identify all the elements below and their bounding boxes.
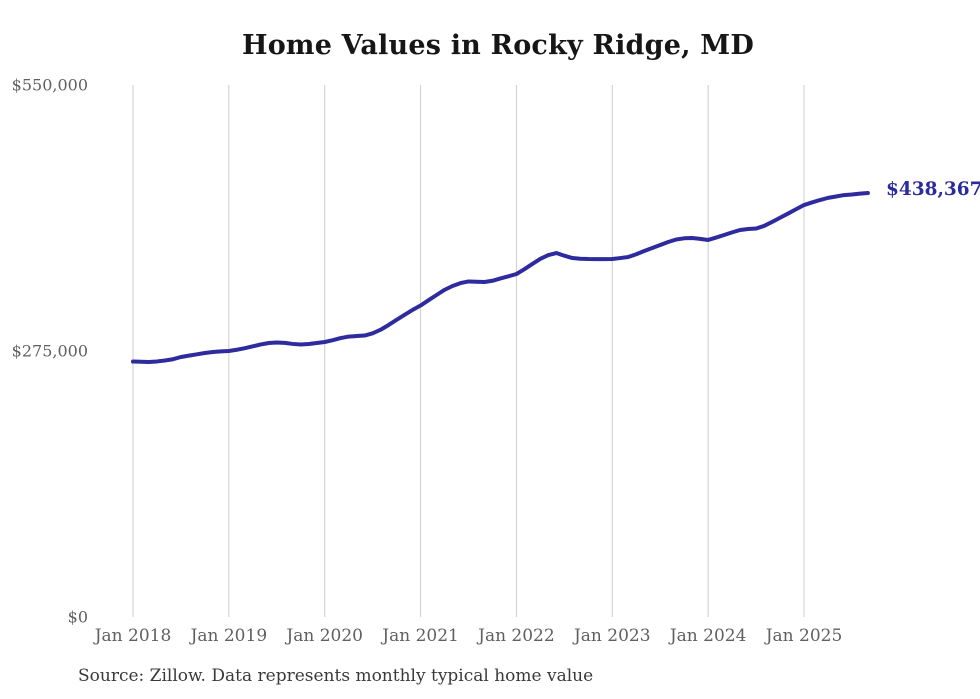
x-tick-label: Jan 2018: [93, 626, 172, 646]
y-tick-label: $275,000: [12, 342, 88, 361]
y-tick-label: $550,000: [12, 76, 88, 95]
x-tick-label: Jan 2024: [668, 626, 747, 646]
x-tick-label: Jan 2019: [189, 626, 268, 646]
x-tick-label: Jan 2023: [572, 626, 651, 646]
x-tick-label: Jan 2020: [284, 626, 363, 646]
latest-value-label: $438,367: [886, 179, 980, 200]
home-value-line: [131, 190, 870, 365]
y-tick-label: $0: [68, 608, 88, 627]
x-tick-label: Jan 2022: [476, 626, 555, 646]
source-note: Source: Zillow. Data represents monthly …: [78, 666, 594, 686]
chart-title: Home Values in Rocky Ridge, MD: [242, 30, 754, 61]
x-tick-label: Jan 2025: [764, 626, 843, 646]
x-tick-label: Jan 2021: [380, 626, 459, 646]
